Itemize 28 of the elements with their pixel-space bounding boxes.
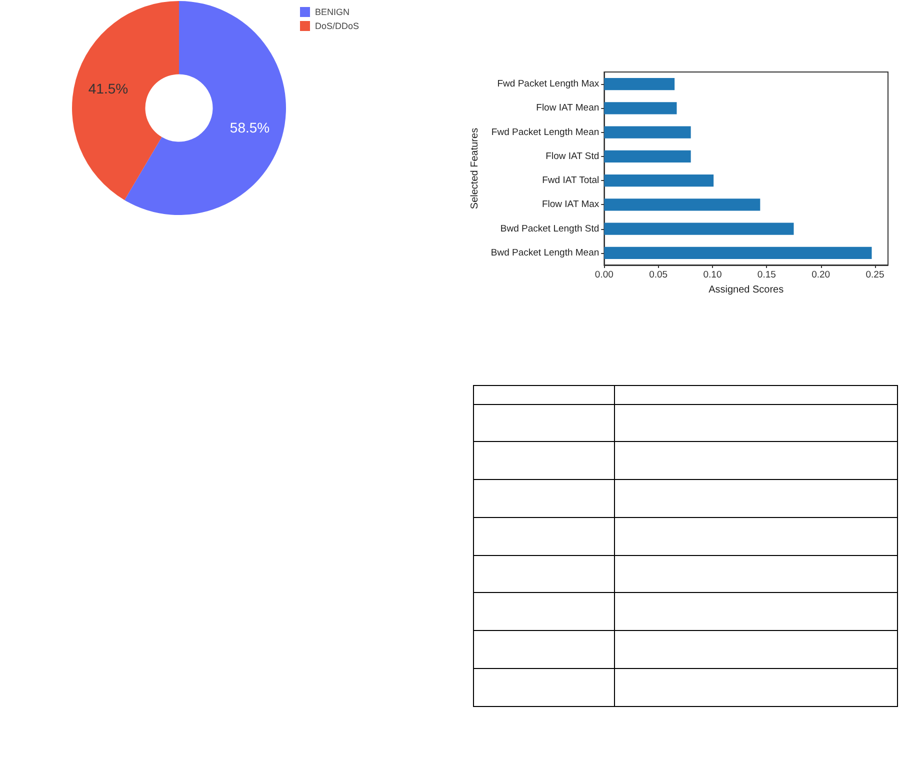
y-tick-label: Fwd Packet Length Mean	[491, 126, 600, 138]
y-axis-title: Selected Features	[470, 128, 480, 210]
bar	[604, 198, 760, 211]
y-tick-label: Flow IAT Std	[546, 150, 600, 162]
data-label: 58.5%	[230, 119, 270, 136]
x-tick-label: 0.05	[649, 270, 668, 280]
x-tick-label: 0.15	[757, 270, 776, 280]
bar	[604, 126, 691, 138]
y-tick-label: Bwd Packet Length Std	[500, 223, 600, 234]
bar	[604, 150, 691, 162]
x-axis-title: Assigned Scores	[708, 284, 784, 296]
legend-label: DoS/DDoS	[315, 21, 360, 31]
y-tick-label: Fwd IAT Total	[542, 175, 600, 186]
x-tick-label: 0.25	[866, 270, 884, 280]
bar	[604, 78, 675, 90]
y-tick-label: Fwd Packet Length Max	[497, 78, 600, 90]
y-tick-label: Bwd Packet Length Mean	[490, 247, 600, 258]
bar	[604, 246, 872, 259]
bar	[604, 222, 794, 235]
data-label: 41.5%	[88, 80, 128, 97]
x-tick-label: 0.00	[594, 270, 614, 280]
y-tick-label: Flow IAT Mean	[536, 102, 600, 114]
bar	[604, 102, 677, 114]
x-tick-label: 0.10	[703, 270, 722, 280]
legend-label: BENIGN	[315, 7, 350, 17]
bar	[604, 174, 714, 187]
y-tick-label: Flow IAT Max	[542, 199, 600, 210]
x-tick-label: 0.20	[812, 270, 830, 280]
